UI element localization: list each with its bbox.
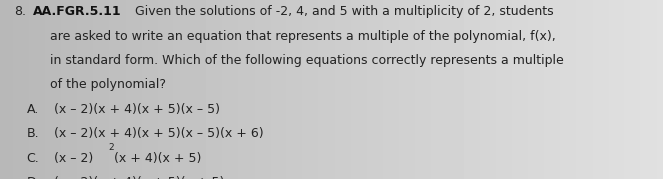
Text: B.: B. — [27, 127, 39, 140]
Text: (x – 2)(x + 4)(x + 5)(x + 5): (x – 2)(x + 4)(x + 5)(x + 5) — [50, 176, 224, 179]
Text: D.: D. — [27, 176, 40, 179]
Text: (x – 2)(x + 4)(x + 5)(x – 5)(x + 6): (x – 2)(x + 4)(x + 5)(x – 5)(x + 6) — [50, 127, 263, 140]
Text: (x + 4)(x + 5): (x + 4)(x + 5) — [114, 152, 202, 165]
Text: are asked to write an equation that represents a multiple of the polynomial, f(x: are asked to write an equation that repr… — [50, 30, 556, 43]
Text: Given the solutions of -2, 4, and 5 with a multiplicity of 2, students: Given the solutions of -2, 4, and 5 with… — [131, 5, 553, 18]
Text: of the polynomial?: of the polynomial? — [50, 78, 166, 91]
Text: AA.FGR.5.11: AA.FGR.5.11 — [33, 5, 122, 18]
Text: A.: A. — [27, 103, 38, 116]
Text: C.: C. — [27, 152, 39, 165]
Text: (x – 2): (x – 2) — [50, 152, 93, 165]
Text: 2: 2 — [108, 143, 113, 152]
Text: (x – 2)(x + 4)(x + 5)(x – 5): (x – 2)(x + 4)(x + 5)(x – 5) — [50, 103, 219, 116]
Text: 8.: 8. — [15, 5, 27, 18]
Text: in standard form. Which of the following equations correctly represents a multip: in standard form. Which of the following… — [50, 54, 564, 67]
